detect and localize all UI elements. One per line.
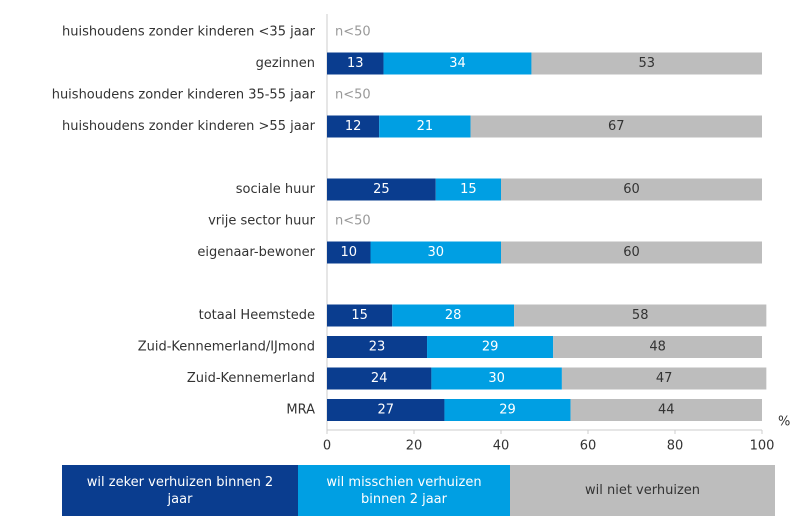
bar-segment — [431, 367, 562, 390]
data-label: 21 — [417, 119, 434, 134]
x-tick-label: 80 — [667, 439, 684, 454]
x-tick-label: 100 — [750, 439, 775, 454]
bar-segment — [570, 399, 762, 421]
data-label: 53 — [638, 56, 655, 71]
bar-segment — [444, 399, 571, 421]
y-tick-label: vrije sector huur — [208, 214, 316, 229]
data-label: 29 — [482, 340, 499, 355]
chart: 0 20 40 60 80 100% huishoudens zonder kinderen… — [52, 14, 790, 454]
y-tick-label: Zuid-Kennemerland — [187, 371, 315, 386]
bar-segment — [327, 241, 371, 264]
bar-segment — [327, 52, 384, 75]
data-label: 60 — [623, 245, 640, 260]
bar-segment — [379, 115, 471, 138]
bar-segment — [427, 336, 554, 358]
data-label: 13 — [347, 56, 364, 71]
bar-segment — [370, 241, 501, 264]
x-tick-label: 0 — [323, 439, 331, 454]
y-tick-label: gezinnen — [256, 56, 315, 71]
data-label: 48 — [649, 340, 666, 355]
bar-segment — [553, 336, 762, 358]
y-tick-label: huishoudens zonder kinderen >55 jaar — [62, 119, 316, 134]
data-label: 47 — [656, 371, 673, 386]
data-label: 27 — [377, 403, 394, 418]
y-tick-label: huishoudens zonder kinderen 35-55 jaar — [52, 88, 316, 103]
y-tick-label: huishoudens zonder kinderen <35 jaar — [62, 25, 316, 40]
bar-segment — [327, 336, 428, 358]
x-tick-label: 60 — [580, 439, 597, 454]
data-label: 30 — [488, 371, 505, 386]
row-note: n<50 — [335, 214, 371, 229]
bar-segment — [327, 304, 393, 327]
data-label: 25 — [373, 182, 390, 197]
data-label: 23 — [369, 340, 386, 355]
bar-segment — [435, 178, 501, 201]
x-tick-label: 40 — [493, 439, 510, 454]
data-label: 60 — [623, 182, 640, 197]
data-label: 30 — [427, 245, 444, 260]
data-label: 28 — [445, 308, 462, 323]
bar-segment — [327, 115, 380, 138]
y-tick-label: Zuid-Kennemerland/IJmond — [138, 340, 315, 355]
data-label: 24 — [371, 371, 388, 386]
legend-item: wil niet verhuizen — [510, 465, 775, 516]
bar-segment — [327, 178, 436, 201]
y-tick-label: totaal Heemstede — [199, 308, 315, 323]
bar-segment — [327, 399, 445, 421]
data-label: 44 — [658, 403, 675, 418]
bar-segment — [501, 178, 762, 201]
bar-segment — [392, 304, 515, 327]
bar-segment — [501, 241, 762, 264]
y-tick-label: sociale huur — [236, 182, 316, 197]
legend-item: wil misschien verhuizen binnen 2 jaar — [298, 465, 510, 516]
data-label: 12 — [345, 119, 362, 134]
bar-segment — [327, 367, 432, 390]
unit-label: % — [778, 415, 790, 430]
bar-segment — [561, 367, 767, 390]
y-tick-label: eigenaar-bewoner — [197, 245, 315, 260]
bar-segment — [383, 52, 532, 75]
row-note: n<50 — [335, 25, 371, 40]
bar-segment — [514, 304, 767, 327]
data-label: 67 — [608, 119, 625, 134]
x-tick-label: 20 — [406, 439, 423, 454]
data-label: 15 — [460, 182, 477, 197]
legend-item: wil zeker verhuizen binnen 2 jaar — [62, 465, 298, 516]
data-label: 29 — [499, 403, 516, 418]
data-label: 10 — [340, 245, 357, 260]
data-label: 58 — [632, 308, 649, 323]
data-label: 15 — [351, 308, 368, 323]
data-label: 34 — [449, 56, 466, 71]
bar-segment — [470, 115, 762, 138]
bar-segment — [531, 52, 762, 75]
row-note: n<50 — [335, 88, 371, 103]
y-tick-label: MRA — [286, 403, 315, 418]
